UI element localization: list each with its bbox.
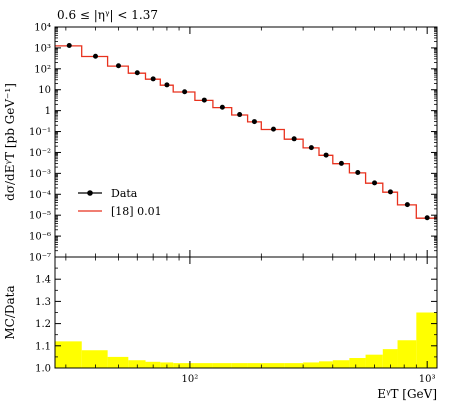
data-point (201, 97, 207, 103)
data-point (308, 145, 314, 151)
legend-data-marker (87, 190, 93, 196)
ratio-band-bin (397, 340, 417, 368)
y-tick-label: 10⁻⁶ (29, 232, 51, 243)
data-point (115, 63, 121, 69)
y-tick-label: 10 (38, 85, 51, 96)
ratio-band-bin (365, 354, 383, 368)
ratio-y-tick-label: 1.3 (35, 297, 51, 308)
legend-mc-label: [18] 0.01 (111, 205, 162, 218)
y-tick-label: 10⁻¹ (29, 127, 51, 138)
data-point (150, 76, 156, 82)
ratio-band-bin (261, 363, 285, 368)
y-tick-label: 10⁻⁵ (29, 211, 51, 222)
data-point (134, 70, 140, 76)
ratio-band-bin (128, 360, 146, 368)
chart-title: 0.6 ≤ |ηᵞ| < 1.37 (57, 8, 158, 22)
ratio-band-bin (416, 312, 437, 368)
x-axis-label: EᵞT [GeV] (377, 387, 437, 401)
y-tick-label: 10³ (34, 43, 51, 54)
ratio-band-bin (349, 358, 366, 368)
ratio-frame (54, 256, 438, 369)
ratio-band-bin (319, 361, 333, 368)
ratio-y-tick-label: 1.2 (35, 319, 51, 330)
data-point (372, 180, 378, 186)
data-point (251, 119, 257, 125)
y-tick-label: 10⁻³ (29, 169, 51, 180)
ratio-y-tick-label: 1.0 (35, 364, 51, 375)
y-tick-label: 10² (34, 64, 51, 75)
y-tick-label: 10⁴ (34, 23, 51, 34)
data-point (355, 169, 361, 175)
y-tick-label: 10⁻⁴ (29, 190, 51, 201)
data-point (219, 104, 225, 110)
x-tick-label: 10³ (419, 374, 436, 385)
ratio-band-bin (382, 349, 398, 368)
data-point (387, 189, 393, 195)
data-point (92, 53, 98, 59)
ratio-band-bin (194, 363, 213, 368)
ratio-band-bin (81, 350, 108, 368)
data-point (291, 136, 297, 142)
main-ylabel: dσ/dEᵞT [pb GeV⁻¹] (3, 83, 17, 201)
ratio-band-bin (284, 363, 304, 368)
data-point (338, 160, 344, 166)
x-tick-label: 10² (182, 374, 199, 385)
ratio-panel: 1.0 1.1 1.2 1.3 1.4 10² 10³ (35, 256, 438, 385)
data-point (404, 202, 410, 208)
main-panel: 10⁻⁷ 10⁻⁶ 10⁻⁵ 10⁻⁴ 10⁻³ 10⁻² 10⁻¹ 1 10 10² 10³ 10⁴ (29, 23, 438, 264)
y-tick-label: 1 (45, 106, 51, 117)
ratio-band-bin (173, 363, 195, 368)
ratio-band-bin (303, 362, 320, 368)
ratio-y-tick-label: 1.1 (35, 341, 51, 352)
ratio-ylabel: MC/Data (3, 285, 17, 339)
ratio-y-tick-label: 1.4 (35, 275, 51, 286)
legend: Data [18] 0.01 (78, 187, 162, 218)
ratio-band-bin (332, 360, 350, 368)
data-point (182, 89, 188, 95)
main-frame (54, 26, 438, 258)
data-point (424, 215, 430, 221)
ratio-band-bin (107, 356, 129, 368)
data-point (66, 43, 72, 49)
data-point (270, 126, 276, 132)
data-point (323, 152, 329, 158)
data-point (164, 82, 170, 88)
data-point (237, 112, 243, 118)
y-tick-label: 10⁻² (29, 148, 51, 159)
ratio-band-bin (231, 363, 248, 368)
ratio-band-bin (247, 363, 262, 368)
y-tick-label: 10⁻⁷ (29, 253, 51, 264)
ratio-band-bin (212, 363, 232, 368)
legend-data-label: Data (111, 187, 138, 200)
